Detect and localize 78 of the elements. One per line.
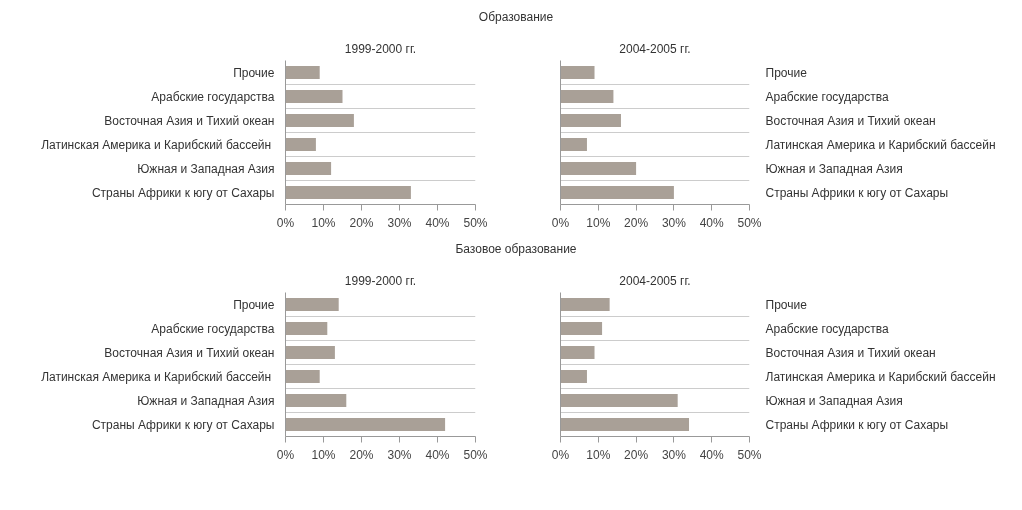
y-tick-label: Южная и Западная Азия <box>765 393 903 408</box>
y-tick-label: Восточная Азия и Тихий океан <box>104 345 275 360</box>
bar <box>560 297 610 312</box>
bar <box>285 137 316 152</box>
x-tick-label: 20% <box>624 447 649 462</box>
y-tick-label: Восточная Азия и Тихий океан <box>104 113 275 128</box>
x-tick-label: 30% <box>387 215 412 230</box>
x-tick-label: 30% <box>387 447 412 462</box>
bar <box>560 89 614 104</box>
x-tick-label: 20% <box>349 447 374 462</box>
x-tick-label: 20% <box>624 215 649 230</box>
bar <box>285 393 347 408</box>
bar <box>560 137 587 152</box>
y-tick-label: Арабские государства <box>765 321 890 336</box>
bar <box>560 113 621 128</box>
y-tick-label: Страны Африки к югу от Сахары <box>765 185 949 200</box>
bar <box>285 65 320 80</box>
y-tick-label: Латинская Америка и Карибский бассейн <box>41 137 272 152</box>
bar <box>560 185 674 200</box>
bar <box>285 89 343 104</box>
y-tick-label: Восточная Азия и Тихий океан <box>765 345 936 360</box>
y-tick-label: Прочие <box>233 65 275 80</box>
x-tick-label: 50% <box>463 447 488 462</box>
bar <box>560 417 690 432</box>
y-tick-label: Латинская Америка и Карибский бассейн <box>765 137 996 152</box>
y-tick-label: Восточная Азия и Тихий океан <box>765 113 936 128</box>
y-tick-label: Южная и Западная Азия <box>765 161 903 176</box>
y-tick-label: Латинская Америка и Карибский бассейн <box>765 369 996 384</box>
chart-title: 2004-2005 гг. <box>619 41 691 56</box>
y-tick-label: Прочие <box>233 297 275 312</box>
x-tick-label: 10% <box>311 447 336 462</box>
x-tick-label: 50% <box>737 215 762 230</box>
bar <box>285 161 332 176</box>
x-tick-label: 40% <box>425 447 450 462</box>
x-tick-label: 30% <box>661 215 687 230</box>
chart-title: 1999-2000 гг. <box>344 41 417 56</box>
bar <box>560 393 678 408</box>
x-tick-label: 30% <box>661 447 687 462</box>
chart-title: 2004-2005 гг. <box>619 273 691 288</box>
y-tick-label: Южная и Западная Азия <box>137 393 275 408</box>
bar <box>285 321 328 336</box>
bar <box>285 113 354 128</box>
bar <box>560 65 595 80</box>
y-tick-label: Южная и Западная Азия <box>137 161 275 176</box>
text: Образование <box>478 9 554 26</box>
y-tick-label: Арабские государства <box>151 89 275 104</box>
x-tick-label: 0% <box>551 447 570 462</box>
x-tick-label: 50% <box>463 215 488 230</box>
x-tick-label: 10% <box>586 447 611 462</box>
x-tick-label: 40% <box>699 215 725 230</box>
bar <box>285 185 411 200</box>
bar <box>285 369 320 384</box>
x-tick-label: 40% <box>425 215 450 230</box>
x-tick-label: 0% <box>276 215 295 230</box>
text: Базовое образование <box>455 241 577 258</box>
x-tick-label: 0% <box>276 447 295 462</box>
x-tick-label: 0% <box>551 215 570 230</box>
x-tick-label: 40% <box>699 447 725 462</box>
bar <box>285 297 339 312</box>
y-tick-label: Страны Африки к югу от Сахары <box>91 185 275 200</box>
x-tick-label: 10% <box>311 215 336 230</box>
bar <box>560 345 595 360</box>
chart-title: 1999-2000 гг. <box>344 273 417 288</box>
y-tick-label: Арабские государства <box>151 321 275 336</box>
y-tick-label: Страны Африки к югу от Сахары <box>765 417 949 432</box>
y-tick-label: Латинская Америка и Карибский бассейн <box>41 369 272 384</box>
bar <box>560 369 587 384</box>
y-tick-label: Прочие <box>765 65 808 80</box>
y-tick-label: Страны Африки к югу от Сахары <box>91 417 275 432</box>
bar <box>285 417 446 432</box>
bar <box>560 321 603 336</box>
x-tick-label: 50% <box>737 447 762 462</box>
y-tick-label: Прочие <box>765 297 808 312</box>
x-tick-label: 10% <box>586 215 611 230</box>
y-tick-label: Арабские государства <box>765 89 890 104</box>
x-tick-label: 20% <box>349 215 374 230</box>
bar <box>560 161 637 176</box>
bar <box>285 345 335 360</box>
